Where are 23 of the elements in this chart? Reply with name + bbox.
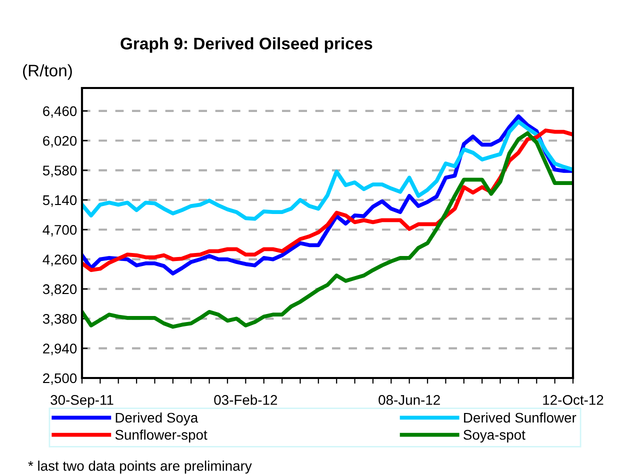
legend-label: Derived Soya [116,412,198,426]
y-tick-label: 5,580 [42,166,77,178]
y-tick-label: 4,260 [42,254,77,266]
y-tick-label: 4,700 [42,224,77,236]
line-series [82,131,573,329]
y-axis-title: (R/ton) [23,64,72,80]
legend-label: Derived Sunflower [464,412,576,423]
x-tick-label: 08-Jun-12 [378,395,440,405]
y-tick-label: 2,500 [43,373,77,385]
y-tick-label: 6,020 [43,136,77,148]
y-tick-label: 3,380 [42,314,77,326]
x-tick-label: 03-Feb-12 [214,394,278,405]
x-tick-label: 30-Sep-11 [50,395,114,408]
text: * last two data points are preliminary [28,460,252,474]
y-tick-label: 3,820 [42,284,77,296]
legend-label: Soya-spot [464,430,526,443]
chart-title: Graph 9: Derived Oilseed prices [120,37,372,53]
y-tick-label: 5,140 [42,195,77,207]
legend-label: Sunflower-spot [115,430,208,443]
y-tick-label: 2,940 [43,344,77,356]
line-series [82,120,573,221]
y-tick-label: 6,460 [43,106,77,118]
x-tick-label: 12-Oct-12 [543,395,604,405]
